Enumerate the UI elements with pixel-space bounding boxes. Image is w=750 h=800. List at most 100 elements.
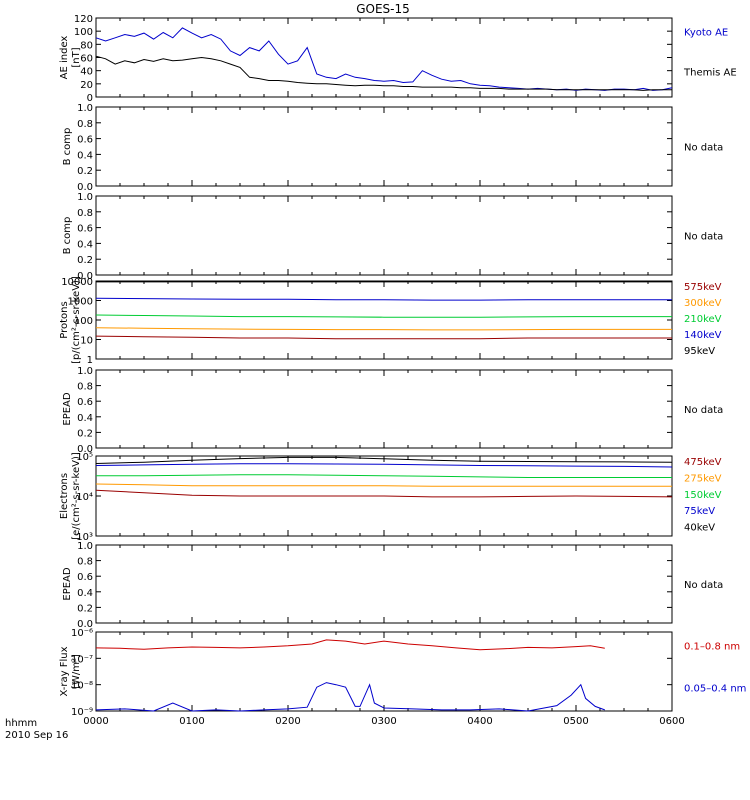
- y-tick-label: 10: [80, 336, 93, 347]
- y-tick-label: 1.0: [77, 192, 93, 203]
- panel-epead2: 0.0 0.2 0.4 0.6 0.8 1.0 EPEAD No data: [62, 541, 723, 630]
- y-tick-label: 120: [74, 14, 93, 25]
- legend-entry: 75keV: [684, 506, 715, 517]
- y-tick-label: 0.6: [77, 224, 93, 235]
- panel-frame: [95, 17, 673, 98]
- y-tick-label: 10000: [61, 277, 93, 288]
- y-axis-label: Electrons: [59, 473, 70, 519]
- y-tick-label: 0.4: [77, 150, 93, 161]
- legend-entry: 150keV: [684, 490, 722, 501]
- y-tick-label: 0.2: [77, 166, 93, 177]
- legend-entry: Themis AE: [683, 68, 737, 79]
- panel-bcomp2: 0.0 0.2 0.4 0.6 0.8 1.0 B comp No data: [62, 192, 723, 282]
- y-tick-label: 0.6: [77, 572, 93, 583]
- y-tick-label: 40: [80, 67, 93, 78]
- panel-ae: 0 20 40 60 80 100 120 AE index [nT] Kyoto AE Themi…: [59, 14, 737, 104]
- x-tick-label: 0100: [179, 716, 204, 727]
- y-tick-label: 0.6: [77, 397, 93, 408]
- y-tick-label: 10⁻⁸: [71, 681, 93, 692]
- y-tick-label: 1.0: [77, 366, 93, 377]
- panel-bcomp1: 0.0 0.2 0.4 0.6 0.8 1.0 B comp No data: [62, 103, 723, 193]
- y-tick-label: 0.8: [77, 382, 93, 393]
- y-axis-label: B comp: [62, 128, 73, 166]
- panel-frame: [95, 544, 673, 624]
- y-axis-unit: [p/(cm²-s-sr-keV)]: [71, 276, 82, 364]
- y-tick-label: 0.6: [77, 135, 93, 146]
- x-tick-label: 0200: [275, 716, 300, 727]
- x-tick-label: 0400: [467, 716, 492, 727]
- legend-entry: Kyoto AE: [684, 28, 728, 39]
- series-line: [95, 335, 672, 340]
- y-tick-label: 10⁻⁶: [71, 628, 93, 639]
- panel-frame: [95, 195, 673, 276]
- x-axis-label-date: 2010 Sep 16: [5, 730, 68, 741]
- series-line: [95, 483, 672, 487]
- series-line: [95, 463, 673, 468]
- y-tick-label: 80: [80, 40, 93, 51]
- no-data-label: No data: [684, 580, 723, 591]
- legend-entry: 95keV: [684, 346, 715, 357]
- series-line: [96, 474, 672, 478]
- y-tick-label: 0.0: [77, 619, 93, 630]
- legend-entry: 0.1–0.8 nm: [684, 642, 740, 653]
- y-axis-unit: [nT]: [71, 47, 82, 67]
- y-axis-label: EPEAD: [62, 567, 73, 601]
- panel-xray: 10⁻⁹ 10⁻⁸ 10⁻⁷ 10⁻⁶X-ray Flux [W/m²] 0.1–0.8 …: [59, 628, 746, 718]
- series-line: [95, 682, 605, 712]
- x-axis-label-hhmm: hhmm: [5, 718, 37, 729]
- series-line: [95, 297, 672, 301]
- y-tick-label: 60: [80, 54, 93, 65]
- y-tick-label: 0.8: [77, 119, 93, 130]
- y-tick-label: 0.4: [77, 588, 93, 599]
- legend-entry: 0.05–0.4 nm: [684, 684, 746, 695]
- y-tick-label: 20: [80, 80, 93, 91]
- y-tick-label: 0.4: [77, 413, 93, 424]
- y-axis-label: Protons: [59, 301, 70, 338]
- y-tick-label: 10⁻⁹: [71, 707, 93, 718]
- panel-frame: [95, 631, 673, 712]
- series-line: [95, 489, 673, 498]
- series-line: [95, 55, 672, 91]
- y-axis-label: X-ray Flux: [59, 646, 70, 696]
- y-tick-label: 0.0: [77, 182, 93, 193]
- y-tick-label: 10⁵: [76, 452, 93, 463]
- legend-entry: 575keV: [684, 282, 722, 293]
- y-tick-label: 0.4: [77, 239, 93, 250]
- y-tick-label: 100: [74, 27, 93, 38]
- y-axis-label: AE index: [59, 36, 70, 80]
- panel-epead1: 0.0 0.2 0.4 0.6 0.8 1.0 EPEAD No data: [62, 366, 723, 455]
- y-tick-label: 0.2: [77, 603, 93, 614]
- y-tick-label: 0.0: [77, 444, 93, 455]
- y-tick-label: 0.8: [77, 208, 93, 219]
- legend-entry: 40keV: [684, 523, 715, 534]
- series-line: [95, 27, 673, 91]
- series-line: [95, 314, 672, 318]
- legend-entry: 475keV: [684, 457, 722, 468]
- y-tick-label: 1.0: [77, 541, 93, 552]
- x-tick-label: 0300: [371, 716, 396, 727]
- panel-protons: 1 10 100 1000 10000 Protons [p/(cm²-s-sr-keV)]…: [59, 276, 722, 366]
- panels-group: 0 20 40 60 80 100 120 AE index [nT] Kyoto AE Themi…: [59, 14, 746, 727]
- y-tick-label: 10⁻⁷: [71, 654, 93, 665]
- y-tick-label: 100: [74, 316, 93, 327]
- y-axis-unit: [e/(cm²-s-sr-keV)]: [71, 452, 82, 540]
- y-axis-label: EPEAD: [62, 392, 73, 426]
- legend-entry: 210keV: [684, 314, 722, 325]
- panel-frame: [95, 106, 673, 187]
- legend-entry: 275keV: [684, 473, 722, 484]
- y-tick-label: 1000: [68, 297, 93, 308]
- panel-frame: [95, 369, 673, 449]
- panel-frame: [95, 280, 673, 360]
- legend-entry: 140keV: [684, 330, 722, 341]
- series-line: [95, 327, 672, 331]
- y-tick-label: 1.0: [77, 103, 93, 114]
- y-axis-unit: [W/m²]: [71, 654, 82, 689]
- no-data-label: No data: [684, 143, 723, 154]
- y-tick-label: 10³: [76, 532, 93, 543]
- series-line: [95, 639, 605, 651]
- x-tick-label: 0600: [659, 716, 684, 727]
- y-tick-label: 0: [87, 93, 93, 104]
- series-line: [95, 456, 673, 464]
- y-tick-label: 10⁴: [76, 492, 93, 503]
